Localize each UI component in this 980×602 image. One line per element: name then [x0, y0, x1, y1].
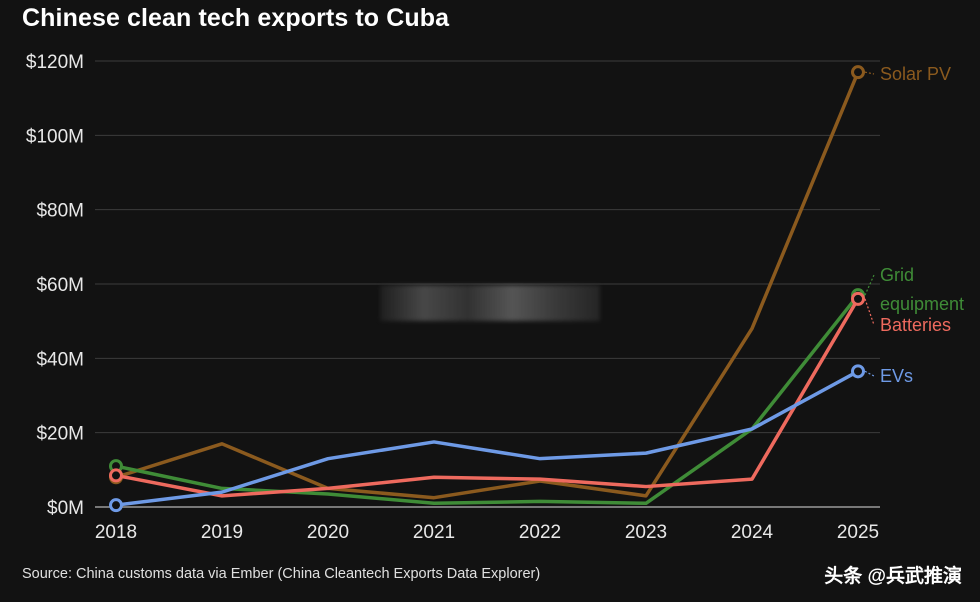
- x-tick-label: 2019: [201, 522, 243, 543]
- point-marker: [109, 468, 123, 483]
- y-tick-label: $0M: [47, 498, 84, 519]
- y-tick-label: $20M: [36, 424, 84, 445]
- x-tick-label: 2023: [625, 522, 667, 543]
- source-note: Source: China customs data via Ember (Ch…: [22, 566, 541, 582]
- chart-title: Chinese clean tech exports to Cuba: [22, 4, 450, 32]
- blurred-region: [380, 285, 600, 321]
- point-marker: [109, 498, 123, 513]
- point-marker: [851, 364, 865, 379]
- series-line: [114, 369, 860, 507]
- x-tick-label: 2025: [837, 522, 879, 543]
- x-tick-label: 2021: [413, 522, 455, 543]
- axis-labels: $0M $20M $40M $60M $80M $100M $120M 2018 2019 202…: [26, 52, 879, 543]
- series-label: equipment: [880, 294, 964, 314]
- y-tick-label: $120M: [26, 52, 84, 73]
- y-tick-label: $60M: [36, 275, 84, 296]
- series-line: [114, 297, 860, 498]
- x-tick-label: 2024: [731, 522, 774, 543]
- x-tick-label: 2020: [307, 522, 349, 543]
- series-line: [114, 293, 860, 506]
- point-marker: [851, 291, 865, 306]
- y-tick-label: $40M: [36, 349, 84, 370]
- series-label: Grid: [880, 265, 914, 285]
- x-tick-label: 2022: [519, 522, 561, 543]
- watermark: 头条 @兵武推演: [824, 566, 962, 587]
- series-label: EVs: [880, 366, 913, 386]
- y-tick-label: $100M: [26, 126, 84, 147]
- label-leader: [864, 71, 875, 75]
- y-tick-label: $80M: [36, 201, 84, 222]
- series-label: Batteries: [880, 315, 951, 335]
- grid-lines: [95, 60, 880, 508]
- series-lines: [109, 65, 865, 513]
- label-leader: [864, 274, 875, 296]
- series-label: Solar PV: [880, 64, 951, 84]
- series-line: [114, 70, 860, 500]
- x-tick-label: 2018: [95, 522, 137, 543]
- label-leader: [864, 370, 875, 377]
- point-marker: [851, 65, 865, 80]
- label-leader: [864, 298, 875, 326]
- line-chart: $0M $20M $40M $60M $80M $100M $120M 2018 2019 202…: [26, 52, 964, 543]
